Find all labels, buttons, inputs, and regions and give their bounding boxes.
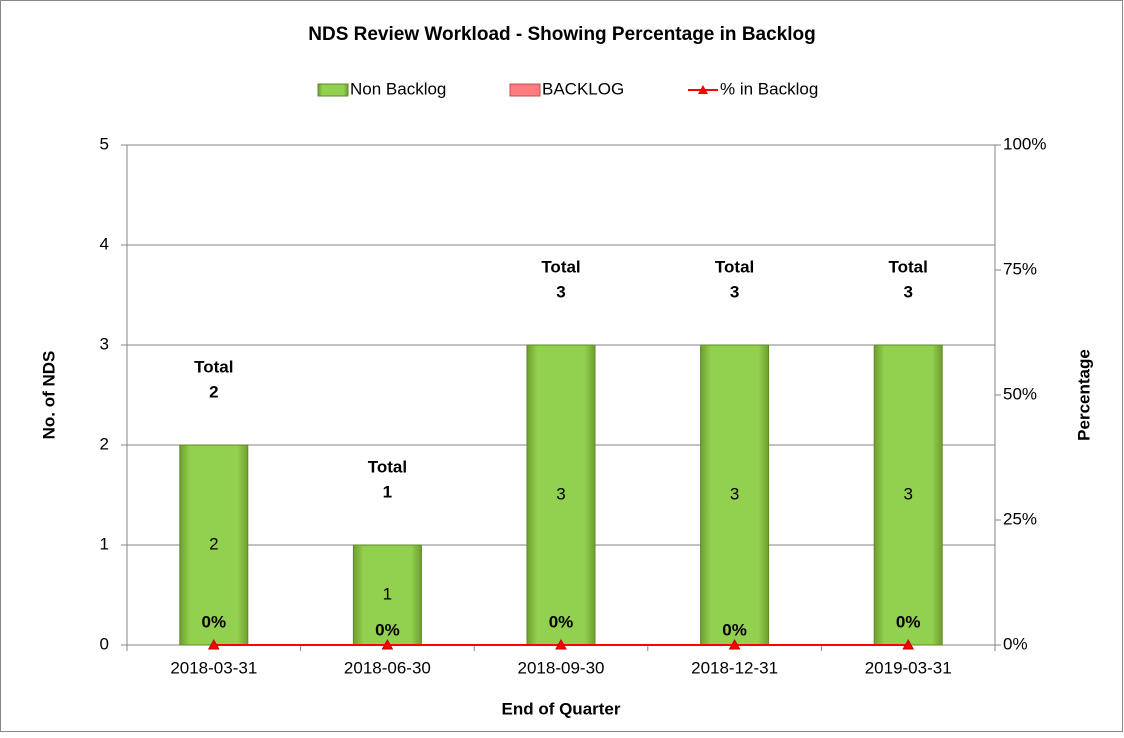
total-value: 3 [556,282,565,301]
bar [179,444,249,646]
total-value: 2 [209,382,218,401]
bar [700,344,770,646]
line-value-label: 0% [202,612,227,631]
y2-tick-label: 0% [1003,634,1028,653]
y-tick-label: 5 [100,134,109,153]
y2-axis-title: Percentage [1074,349,1093,441]
y2-tick-label: 100% [1003,134,1046,153]
total-label: Total [889,257,928,276]
line-marker [555,638,567,650]
bar [873,344,943,646]
bar-value-label: 1 [383,584,392,603]
y2-tick-label: 75% [1003,259,1037,278]
total-label: Total [368,457,407,476]
y-tick-label: 4 [100,234,109,253]
line-value-label: 0% [375,620,400,639]
total-value: 1 [383,482,392,501]
line-marker [728,638,741,650]
legend-swatch [509,83,541,97]
y2-tick-label: 50% [1003,384,1037,403]
total-label: Total [541,257,580,276]
bar [526,344,596,646]
line-value-label: 0% [896,612,921,631]
y-tick-label: 1 [100,534,109,553]
total-value: 3 [903,282,912,301]
line-value-label: 0% [549,612,574,631]
y-axis-title: No. of NDS [39,351,58,440]
y-tick-label: 0 [100,634,109,653]
line-marker [207,638,220,650]
y2-tick-label: 25% [1003,509,1037,528]
line-marker [381,638,394,650]
x-tick-label: 2018-12-31 [691,658,778,677]
line-marker [902,638,915,650]
legend-marker [698,85,708,94]
bar-value-label: 3 [903,484,912,503]
y-tick-label: 2 [100,434,109,453]
x-tick-label: 2018-09-30 [518,658,605,677]
legend-swatch [317,83,349,97]
chart-title: NDS Review Workload - Showing Percentage… [308,24,815,45]
x-tick-label: 2019-03-31 [865,658,952,677]
x-tick-label: 2018-03-31 [170,658,257,677]
bar-value-label: 3 [730,484,739,503]
total-label: Total [715,257,754,276]
total-label: Total [194,357,233,376]
line-value-label: 0% [722,620,747,639]
legend-label: % in Backlog [720,79,818,98]
y-tick-label: 3 [100,334,109,353]
x-tick-label: 2018-06-30 [344,658,431,677]
bar-value-label: 3 [556,484,565,503]
legend-label: BACKLOG [542,79,624,98]
x-axis-title: End of Quarter [501,699,620,718]
bar-value-label: 2 [209,534,218,553]
legend-label: Non Backlog [350,79,446,98]
total-value: 3 [730,282,739,301]
